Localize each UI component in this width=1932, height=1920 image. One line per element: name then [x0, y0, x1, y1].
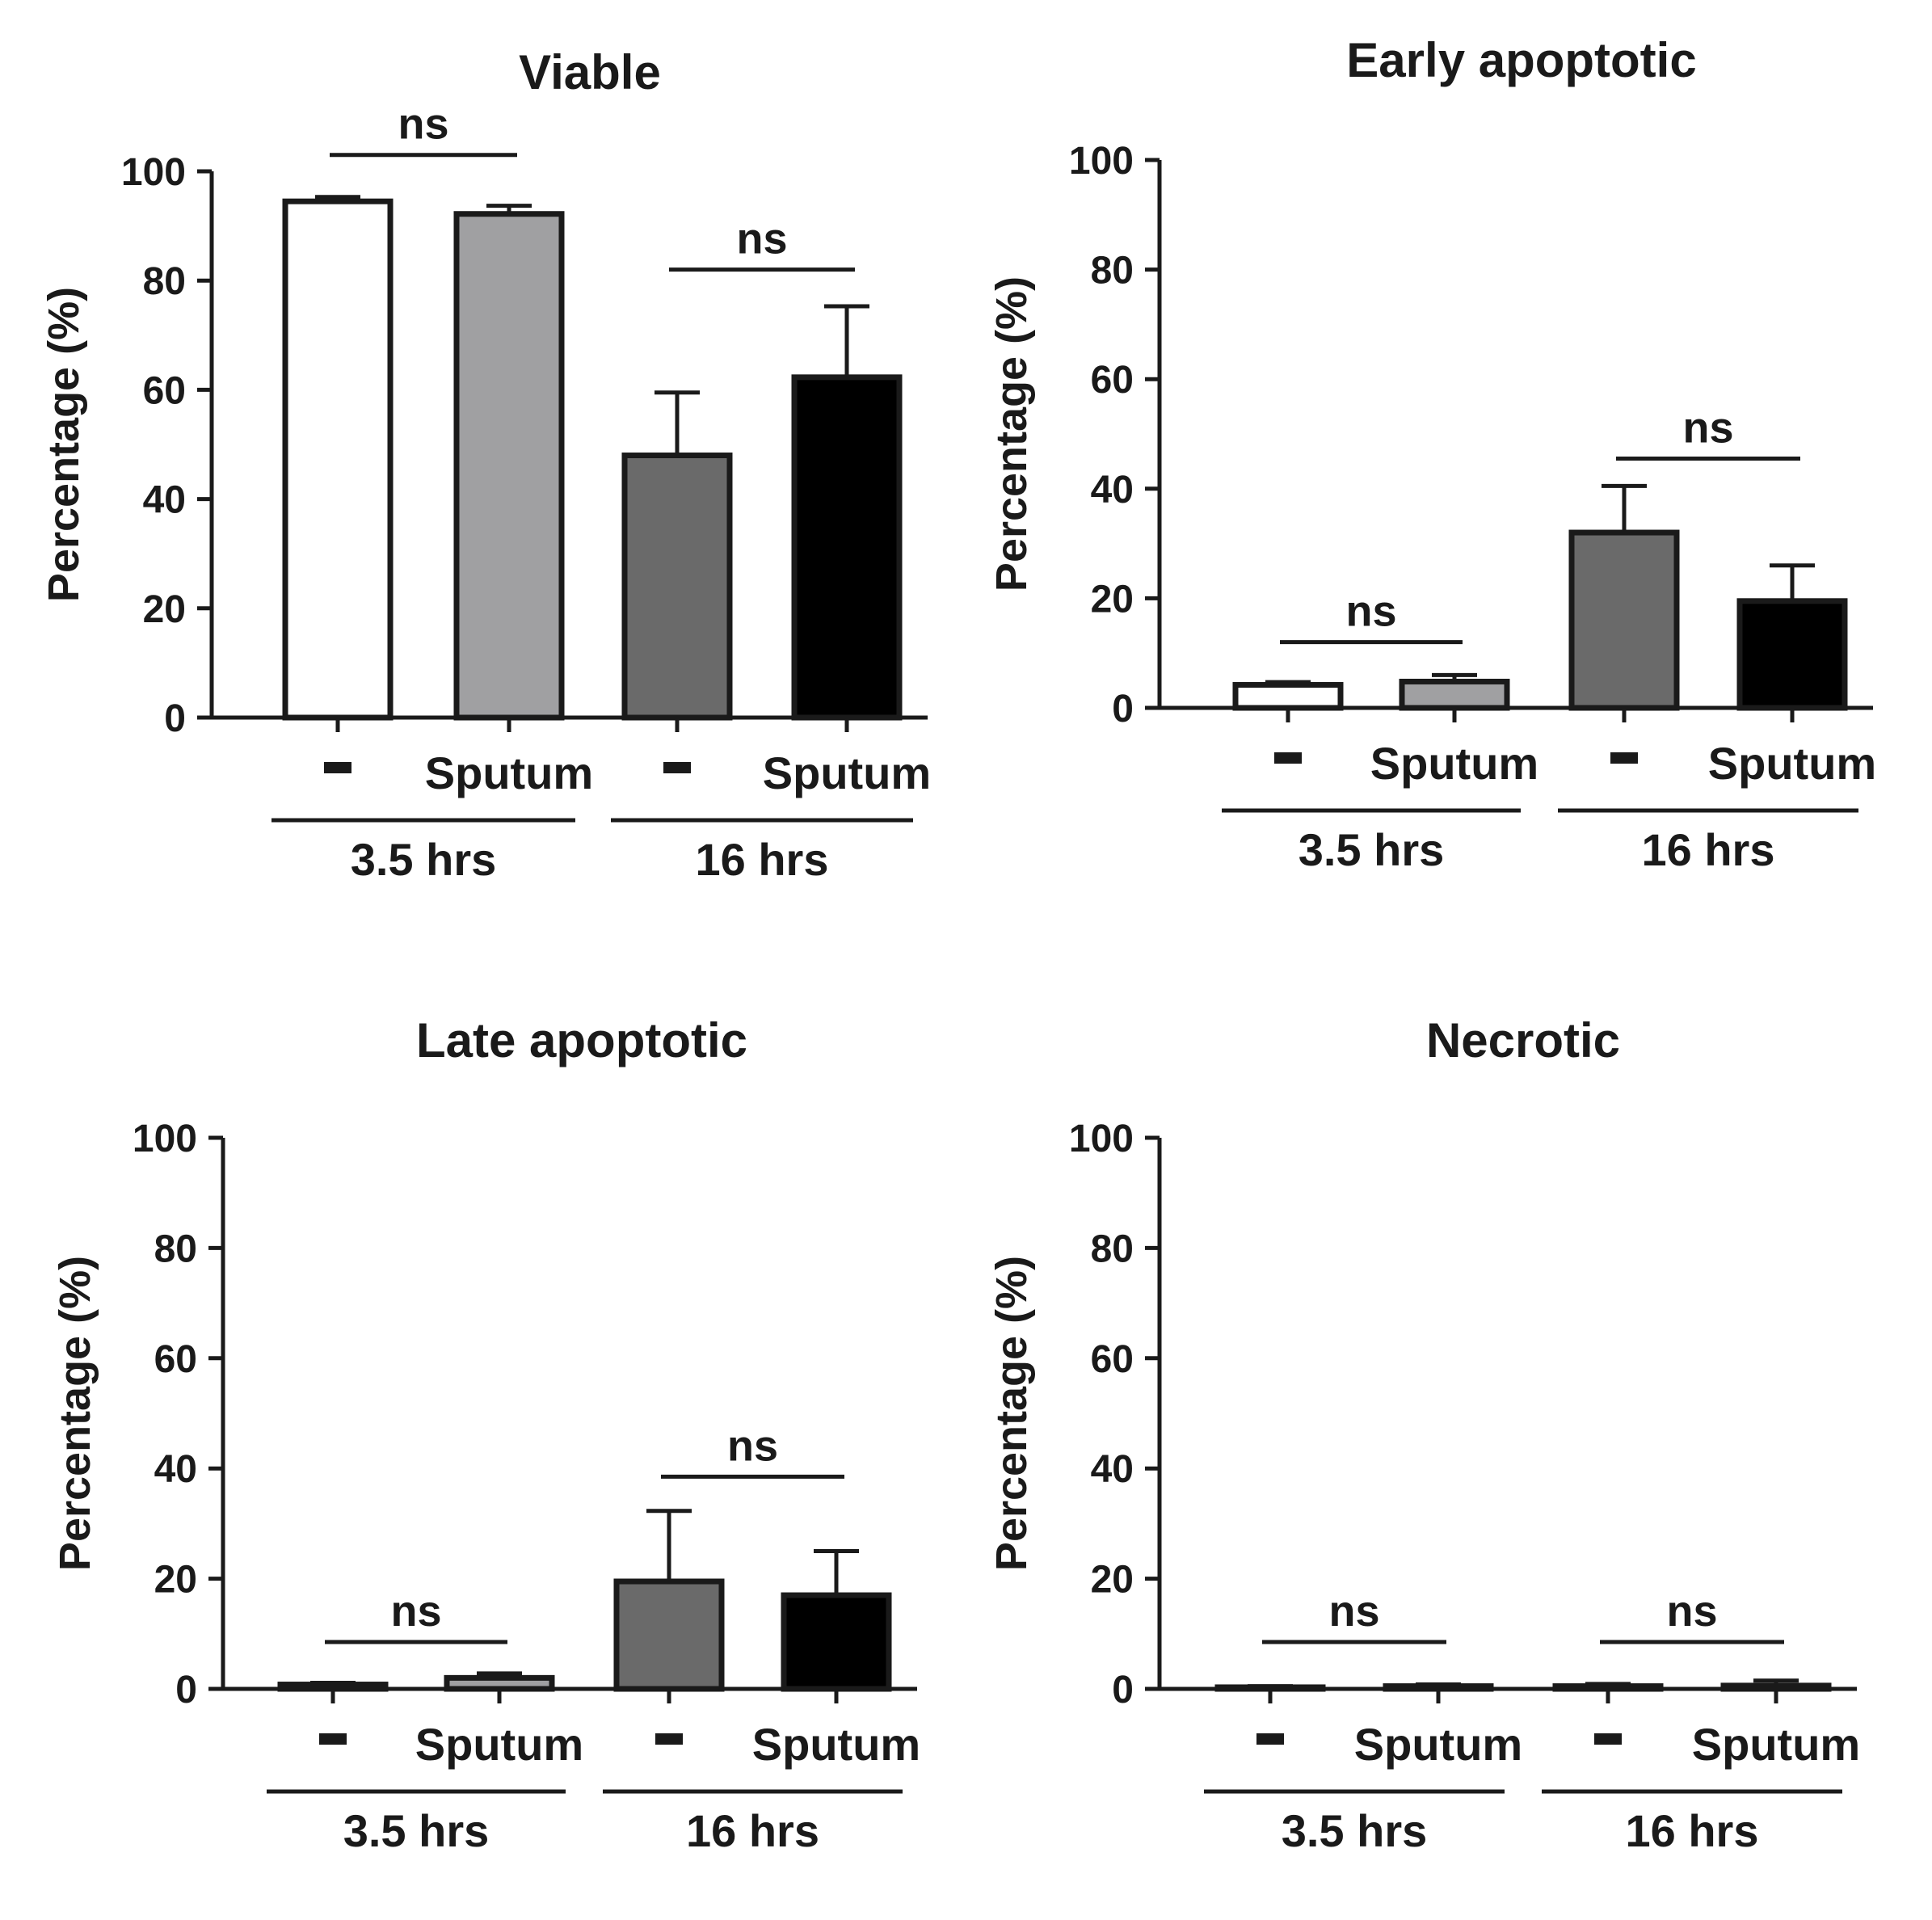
- panel-2-y-tick-label: 100: [1069, 140, 1134, 183]
- panel-1-y-tick-label: 40: [143, 479, 186, 522]
- panel-3-category-label: Sputum: [415, 1719, 583, 1770]
- panel-1-title: Viable: [519, 45, 661, 99]
- panel-2-group-label: 3.5 hrs: [1299, 824, 1445, 875]
- panel-4-bar: [1720, 1682, 1832, 1692]
- panel-4-category-label: Sputum: [1692, 1719, 1860, 1770]
- panel-1-y-tick-label: 20: [143, 588, 186, 631]
- panel-4-y-tick-label: 20: [1091, 1559, 1134, 1602]
- panel-2-y-axis-label: Percentage (%): [987, 276, 1036, 592]
- panel-3-category-label-dash: [655, 1733, 683, 1745]
- panel-2-y-tick-label: 60: [1091, 359, 1134, 402]
- panel-3-bar: [613, 1578, 725, 1692]
- panel-4-group-label: 3.5 hrs: [1282, 1805, 1428, 1856]
- panel-3-bar: [781, 1592, 892, 1692]
- panel-2-category-label: Sputum: [1370, 738, 1538, 789]
- panel-1-category-label-dash: [324, 762, 351, 773]
- panel-3-significance-label: ns: [727, 1421, 778, 1470]
- panel-4-title: Necrotic: [1426, 1013, 1620, 1067]
- panel-3-bar: [444, 1674, 555, 1692]
- panel-3-category-label-dash: [319, 1733, 347, 1745]
- panel-1-y-axis-label: Percentage (%): [40, 287, 88, 602]
- panel-1-bar: [453, 211, 565, 721]
- panel-1-category-label-dash: [663, 762, 691, 773]
- panel-4-y-axis-label: Percentage (%): [987, 1256, 1036, 1571]
- panel-2-category-label-dash: [1610, 752, 1638, 764]
- panel-4-bar: [1383, 1683, 1494, 1692]
- panel-3-category-label: Sputum: [752, 1719, 920, 1770]
- panel-3-y-axis-label: Percentage (%): [51, 1256, 99, 1571]
- panel-1-y-tick-label: 100: [121, 151, 186, 194]
- panel-1-group-label: 3.5 hrs: [351, 834, 497, 885]
- panel-2-bar: [1568, 529, 1680, 711]
- panel-1-group-label: 16 hrs: [696, 834, 829, 885]
- panel-4-y-tick-label: 40: [1091, 1448, 1134, 1491]
- panel-2-y-tick-label: 80: [1091, 250, 1134, 293]
- panel-3-bar: [277, 1682, 389, 1692]
- panel-3-title: Late apoptotic: [416, 1013, 747, 1067]
- panel-1-significance-label: ns: [398, 100, 448, 149]
- panel-2-y-tick-label: 0: [1112, 688, 1134, 731]
- panel-4-y-tick-label: 100: [1069, 1118, 1134, 1160]
- panel-3-y-tick-label: 80: [154, 1227, 197, 1270]
- panel-4-category-label: Sputum: [1354, 1719, 1522, 1770]
- panel-1-bar: [791, 374, 903, 721]
- panel-2-group-label: 16 hrs: [1642, 824, 1775, 875]
- panel-2-bar: [1399, 678, 1510, 711]
- panel-1-category-label: Sputum: [425, 747, 593, 798]
- panel-4-bar: [1214, 1684, 1326, 1692]
- panel-2-bar: [1736, 598, 1848, 711]
- panel-4-group-label: 16 hrs: [1626, 1805, 1759, 1856]
- panel-1-category-label: Sputum: [763, 747, 931, 798]
- panel-2-title: Early apoptotic: [1346, 33, 1696, 87]
- panel-4-category-label-dash: [1594, 1733, 1622, 1745]
- panel-2-y-tick-label: 20: [1091, 578, 1134, 621]
- panel-3-group-label: 16 hrs: [686, 1805, 819, 1856]
- panel-3-y-tick-label: 60: [154, 1338, 197, 1381]
- panel-1-y-tick-label: 60: [143, 369, 186, 412]
- panel-4-y-tick-label: 0: [1112, 1669, 1134, 1712]
- panel-2-significance-label: ns: [1345, 587, 1396, 636]
- panel-2-category-label-dash: [1274, 752, 1302, 764]
- panel-4-category-label-dash: [1256, 1733, 1284, 1745]
- panel-2-y-tick-label: 40: [1091, 469, 1134, 512]
- panel-4-bar: [1552, 1683, 1664, 1692]
- panel-1-y-tick-label: 0: [164, 697, 186, 740]
- panel-4-significance-label: ns: [1328, 1587, 1379, 1636]
- panel-4-significance-label: ns: [1666, 1587, 1717, 1636]
- panel-2-bar: [1232, 682, 1344, 711]
- panel-2-significance-label: ns: [1682, 404, 1733, 453]
- panel-3-y-tick-label: 0: [175, 1669, 197, 1712]
- panel-1-bar: [621, 453, 733, 721]
- panel-3-y-tick-label: 40: [154, 1448, 197, 1491]
- panel-3-group-label: 3.5 hrs: [343, 1805, 490, 1856]
- panel-3-significance-label: ns: [390, 1587, 441, 1636]
- panel-2-category-label: Sputum: [1708, 738, 1876, 789]
- panel-4-y-tick-label: 80: [1091, 1227, 1134, 1270]
- panel-4-y-tick-label: 60: [1091, 1338, 1134, 1381]
- panel-1-bar: [282, 198, 394, 721]
- panel-3-y-tick-label: 20: [154, 1559, 197, 1602]
- panel-1-y-tick-label: 80: [143, 260, 186, 303]
- panel-3-y-tick-label: 100: [133, 1118, 197, 1160]
- panel-1-significance-label: ns: [736, 215, 787, 263]
